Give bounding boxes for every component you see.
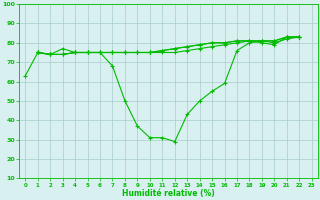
X-axis label: Humidité relative (%): Humidité relative (%) [122,189,215,198]
